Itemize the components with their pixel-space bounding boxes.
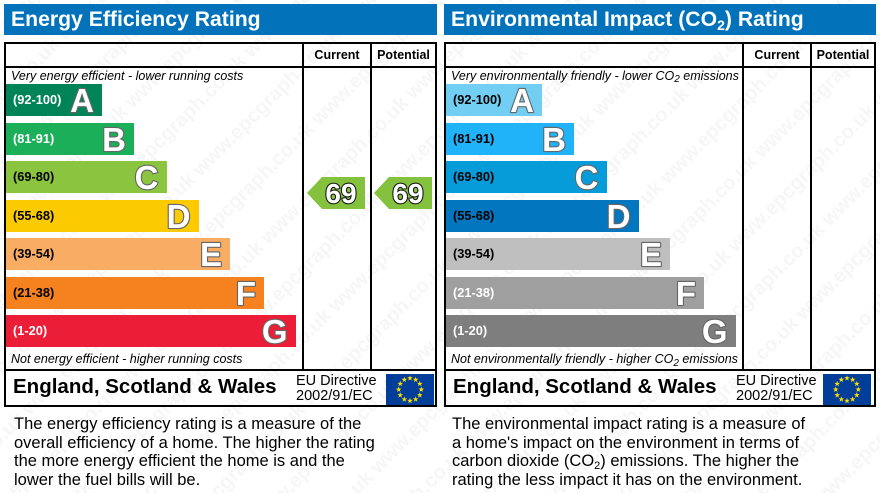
svg-text:A: A bbox=[510, 82, 534, 119]
svg-text:C: C bbox=[575, 159, 599, 196]
svg-text:69: 69 bbox=[392, 178, 423, 209]
svg-text:G: G bbox=[262, 313, 288, 350]
svg-text:69: 69 bbox=[325, 178, 356, 209]
svg-text:G: G bbox=[702, 313, 728, 350]
svg-text:E: E bbox=[200, 236, 222, 273]
svg-text:B: B bbox=[102, 121, 126, 158]
svg-text:A: A bbox=[70, 82, 94, 119]
svg-text:C: C bbox=[135, 159, 159, 196]
svg-text:B: B bbox=[542, 121, 566, 158]
svg-text:D: D bbox=[167, 198, 191, 235]
svg-text:E: E bbox=[640, 236, 662, 273]
svg-text:F: F bbox=[236, 275, 256, 312]
svg-text:F: F bbox=[676, 275, 696, 312]
svg-text:D: D bbox=[607, 198, 631, 235]
